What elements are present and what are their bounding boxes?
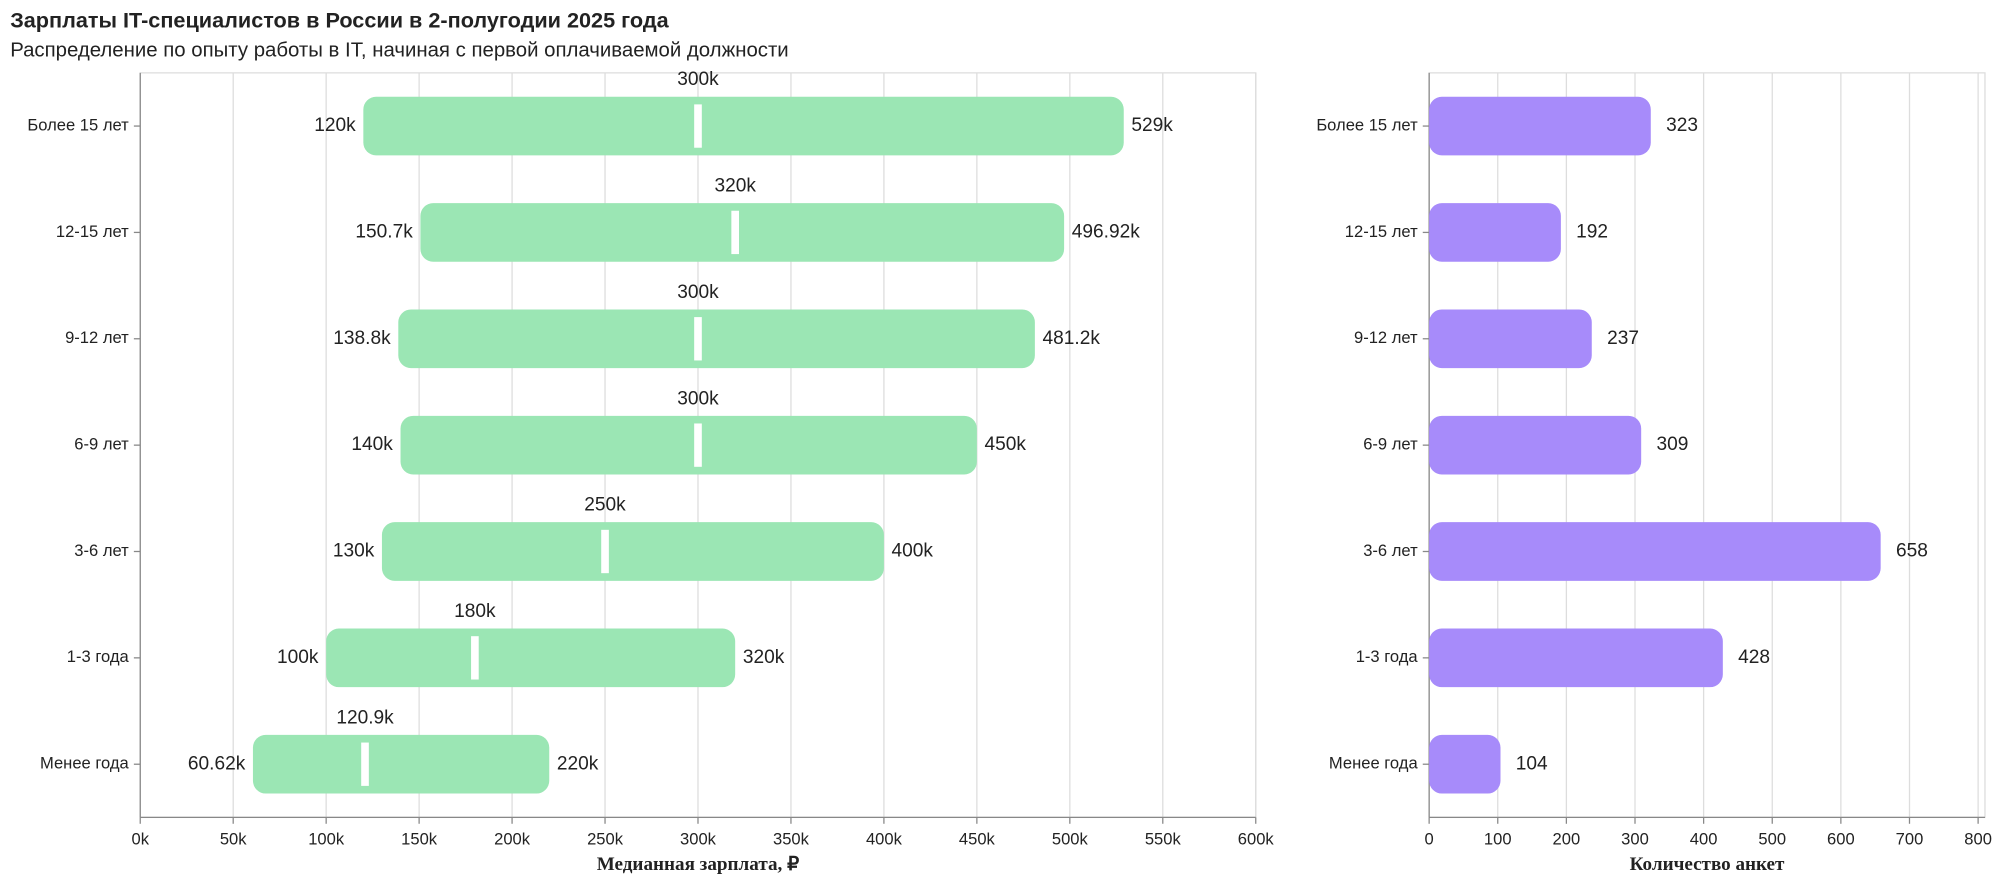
x-tick-label: 50k (220, 830, 247, 849)
high-label: 320k (743, 647, 785, 668)
y-tick-label: 6-9 лет (1363, 435, 1418, 454)
range-bar (381, 522, 884, 581)
bar (1429, 415, 1642, 475)
x-axis-title: Медианная зарплата, ₽ (597, 854, 799, 875)
value-label: 104 (1516, 753, 1548, 774)
y-tick-label: 9-12 лет (65, 328, 129, 347)
high-label: 496.92k (1072, 221, 1140, 242)
x-tick-label: 100 (1484, 830, 1512, 849)
high-label: 450k (985, 434, 1027, 455)
y-tick-label: Более 15 лет (27, 115, 129, 134)
median-label: 300k (677, 69, 719, 90)
median-marker (471, 636, 479, 680)
x-tick-label: 550k (1145, 830, 1182, 849)
range-bar (252, 734, 550, 794)
median-marker (601, 529, 609, 574)
x-tick-label: 300 (1621, 830, 1649, 849)
bar (1429, 309, 1592, 369)
low-label: 138.8k (333, 328, 391, 349)
low-label: 140k (351, 434, 393, 455)
x-tick-label: 500k (1052, 830, 1089, 849)
median-marker (694, 317, 702, 361)
high-label: 400k (892, 541, 934, 562)
chart-subtitle: Распределение по опыту работы в IT, начи… (10, 40, 789, 62)
median-label: 180k (454, 601, 496, 622)
y-tick-label: 12-15 лет (56, 222, 129, 241)
range-bar (363, 96, 1124, 156)
range-bar (398, 309, 1035, 369)
median-label: 120.9k (336, 707, 394, 728)
value-label: 309 (1656, 434, 1688, 455)
x-tick-label: 400 (1690, 830, 1718, 849)
median-label: 320k (714, 176, 756, 197)
x-tick-label: 150k (401, 830, 438, 849)
y-tick-label: 1-3 года (67, 647, 130, 666)
x-tick-label: 800 (1964, 830, 1992, 849)
low-label: 120k (314, 115, 356, 136)
x-tick-label: 200 (1553, 830, 1581, 849)
high-label: 481.2k (1043, 328, 1101, 349)
high-label: 529k (1131, 115, 1173, 136)
low-label: 60.62k (188, 753, 246, 774)
low-label: 100k (277, 647, 319, 668)
x-tick-label: 300k (680, 830, 717, 849)
median-label: 250k (584, 495, 626, 516)
x-axis-title: Количество анкет (1630, 854, 1785, 875)
y-tick-label: 3-6 лет (1363, 541, 1418, 560)
value-label: 323 (1666, 115, 1698, 136)
x-tick-label: 600k (1238, 830, 1275, 849)
bar (1429, 522, 1881, 581)
y-tick-label: Более 15 лет (1316, 115, 1418, 134)
range-bar (326, 628, 736, 688)
x-tick-label: 0 (1425, 830, 1434, 849)
y-tick-label: 3-6 лет (74, 541, 129, 560)
range-bar (420, 203, 1065, 262)
x-tick-label: 400k (866, 830, 903, 849)
range-bar (400, 415, 977, 475)
high-label: 220k (557, 753, 599, 774)
bar (1429, 628, 1723, 688)
median-marker (731, 210, 740, 255)
bar (1429, 734, 1501, 794)
median-marker (694, 423, 702, 467)
y-tick-label: 9-12 лет (1354, 328, 1418, 347)
bar (1429, 203, 1561, 262)
x-tick-label: 0k (131, 830, 149, 849)
value-label: 428 (1738, 647, 1770, 668)
x-tick-label: 600 (1827, 830, 1855, 849)
median-marker (361, 742, 369, 786)
median-marker (694, 104, 702, 148)
x-tick-label: 500 (1758, 830, 1786, 849)
y-tick-label: 6-9 лет (74, 435, 129, 454)
low-label: 150.7k (355, 221, 413, 242)
value-label: 192 (1576, 221, 1608, 242)
value-label: 237 (1607, 328, 1639, 349)
y-tick-label: Менее года (1329, 754, 1419, 773)
x-tick-label: 250k (587, 830, 624, 849)
x-tick-label: 700 (1896, 830, 1924, 849)
y-tick-label: 12-15 лет (1345, 222, 1418, 241)
x-tick-label: 100k (308, 830, 345, 849)
bar (1429, 96, 1651, 156)
y-tick-label: Менее года (40, 754, 130, 773)
chart-title: Зарплаты IT-специалистов в России в 2-по… (10, 8, 669, 33)
median-label: 300k (677, 282, 719, 303)
x-tick-label: 350k (773, 830, 810, 849)
value-label: 658 (1896, 541, 1928, 562)
low-label: 130k (333, 541, 375, 562)
x-tick-label: 450k (959, 830, 996, 849)
x-tick-label: 200k (494, 830, 531, 849)
median-label: 300k (677, 388, 719, 409)
y-tick-label: 1-3 года (1356, 647, 1419, 666)
